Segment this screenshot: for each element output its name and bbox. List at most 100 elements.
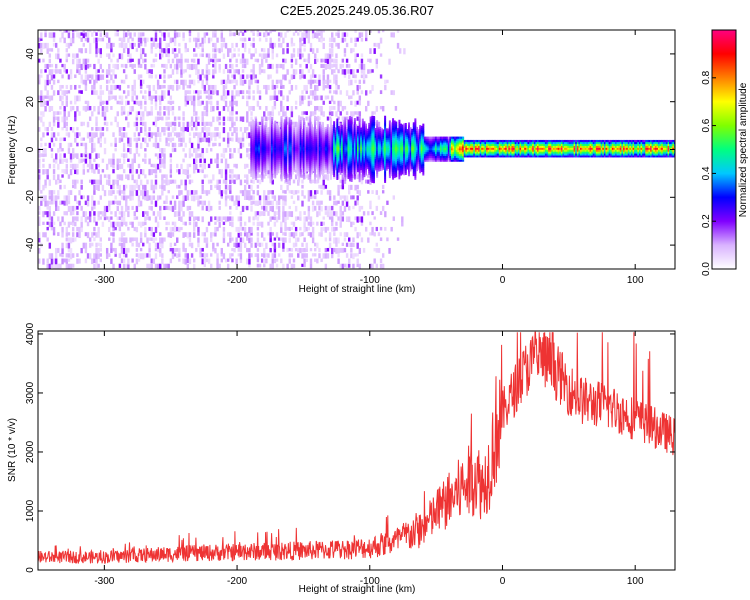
heatmap-cell: [137, 163, 141, 169]
heatmap-cell: [209, 37, 213, 42]
heatmap-cell: [294, 165, 297, 168]
heatmap-cell: [144, 184, 147, 192]
heatmap-cell: [125, 174, 128, 179]
heatmap-cell: [212, 53, 215, 60]
heatmap-cell: [69, 69, 73, 75]
heatmap-cell: [50, 153, 54, 159]
heatmap-cell: [375, 205, 379, 211]
heatmap-cell: [296, 154, 299, 158]
heatmap-cell: [275, 163, 278, 166]
heatmap-cell: [207, 142, 211, 147]
heatmap-cell: [306, 165, 309, 168]
heatmap-cell: [97, 30, 100, 32]
heatmap-cell: [285, 154, 288, 158]
heatmap-cell: [253, 176, 256, 179]
heatmap-cell: [156, 79, 160, 86]
heatmap-cell: [156, 263, 160, 269]
heatmap-cell: [318, 200, 321, 206]
heatmap-cell: [163, 48, 166, 54]
heatmap-cell: [333, 100, 336, 105]
heatmap-cell: [226, 53, 230, 58]
heatmap-cell: [76, 216, 79, 222]
heatmap-cell: [274, 160, 277, 164]
heatmap-cell: [314, 169, 317, 172]
heatmap-cell: [272, 161, 275, 165]
heatmap-cell: [142, 211, 145, 217]
heatmap-cell: [302, 177, 305, 180]
heatmap-cell: [216, 263, 219, 269]
heatmap-cell: [269, 237, 272, 243]
heatmap-cell: [256, 125, 259, 128]
heatmap-cell: [264, 160, 267, 163]
heatmap-cell: [322, 221, 325, 226]
heatmap-cell: [248, 106, 251, 112]
heatmap-cell: [299, 144, 302, 147]
heatmap-cell: [336, 156, 339, 159]
heatmap-cell: [282, 139, 285, 142]
heatmap-cell: [46, 90, 49, 96]
heatmap-cell: [139, 84, 143, 89]
heatmap-cell: [303, 247, 306, 253]
heatmap-cell: [333, 121, 336, 124]
heatmap-cell: [142, 32, 145, 37]
heatmap-cell: [265, 84, 268, 91]
heatmap-cell: [220, 30, 224, 32]
heatmap-cell: [350, 253, 353, 259]
heatmap-cell: [150, 163, 153, 168]
heatmap-cell: [288, 178, 291, 181]
heatmap-cell: [235, 116, 238, 122]
heatmap-cell: [222, 179, 226, 184]
heatmap-cell: [161, 53, 164, 58]
heatmap-cell: [312, 136, 315, 140]
heatmap-cell: [310, 145, 313, 148]
heatmap-cell: [182, 232, 185, 238]
heatmap-cell: [195, 69, 198, 76]
heatmap-cell: [86, 63, 90, 69]
heatmap-cell: [165, 53, 168, 58]
heatmap-cell: [71, 163, 75, 170]
heatmap-cell: [203, 127, 207, 131]
heatmap-cell: [341, 136, 344, 139]
heatmap-cell: [309, 195, 313, 200]
heatmap-cell: [84, 216, 88, 223]
heatmap-cell: [101, 184, 105, 191]
heatmap-cell: [264, 169, 267, 173]
heatmap-cell: [328, 111, 332, 116]
heatmap-cell: [214, 127, 217, 131]
heatmap-cell: [152, 42, 156, 47]
heatmap-cell: [139, 48, 143, 54]
heatmap-cell: [280, 179, 283, 182]
heatmap-cell: [341, 130, 344, 133]
heatmap-cell: [303, 84, 306, 91]
heatmap-cell: [331, 161, 334, 164]
heatmap-cell: [253, 135, 256, 139]
heatmap-cell: [323, 167, 326, 170]
heatmap-cell: [318, 165, 321, 168]
heatmap-cell: [317, 165, 320, 168]
heatmap-cell: [250, 69, 253, 73]
heatmap-cell: [88, 253, 92, 260]
heatmap-cell: [122, 211, 126, 217]
heatmap-cell: [253, 158, 256, 162]
heatmap-cell: [193, 63, 196, 70]
heatmap-cell: [267, 156, 270, 159]
heatmap-cell: [161, 148, 164, 154]
heatmap-cell: [288, 90, 291, 95]
heatmap-cell: [299, 74, 302, 80]
heatmap-cell: [331, 140, 334, 143]
heatmap-cell: [161, 174, 164, 181]
heatmap-cell: [324, 253, 328, 259]
heatmap-cell: [50, 148, 54, 152]
heatmap-cell: [301, 32, 304, 39]
heatmap-cell: [231, 237, 234, 242]
heatmap-cell: [165, 137, 168, 143]
heatmap-cell: [108, 158, 111, 165]
heatmap-cell: [375, 263, 379, 268]
heatmap-cell: [122, 106, 126, 112]
heatmap-cell: [248, 190, 251, 196]
heatmap-cell: [328, 142, 331, 145]
heatmap-cell: [252, 95, 255, 101]
heatmap-cell: [54, 111, 58, 116]
heatmap-cell: [226, 106, 230, 112]
heatmap-cell: [282, 63, 285, 70]
